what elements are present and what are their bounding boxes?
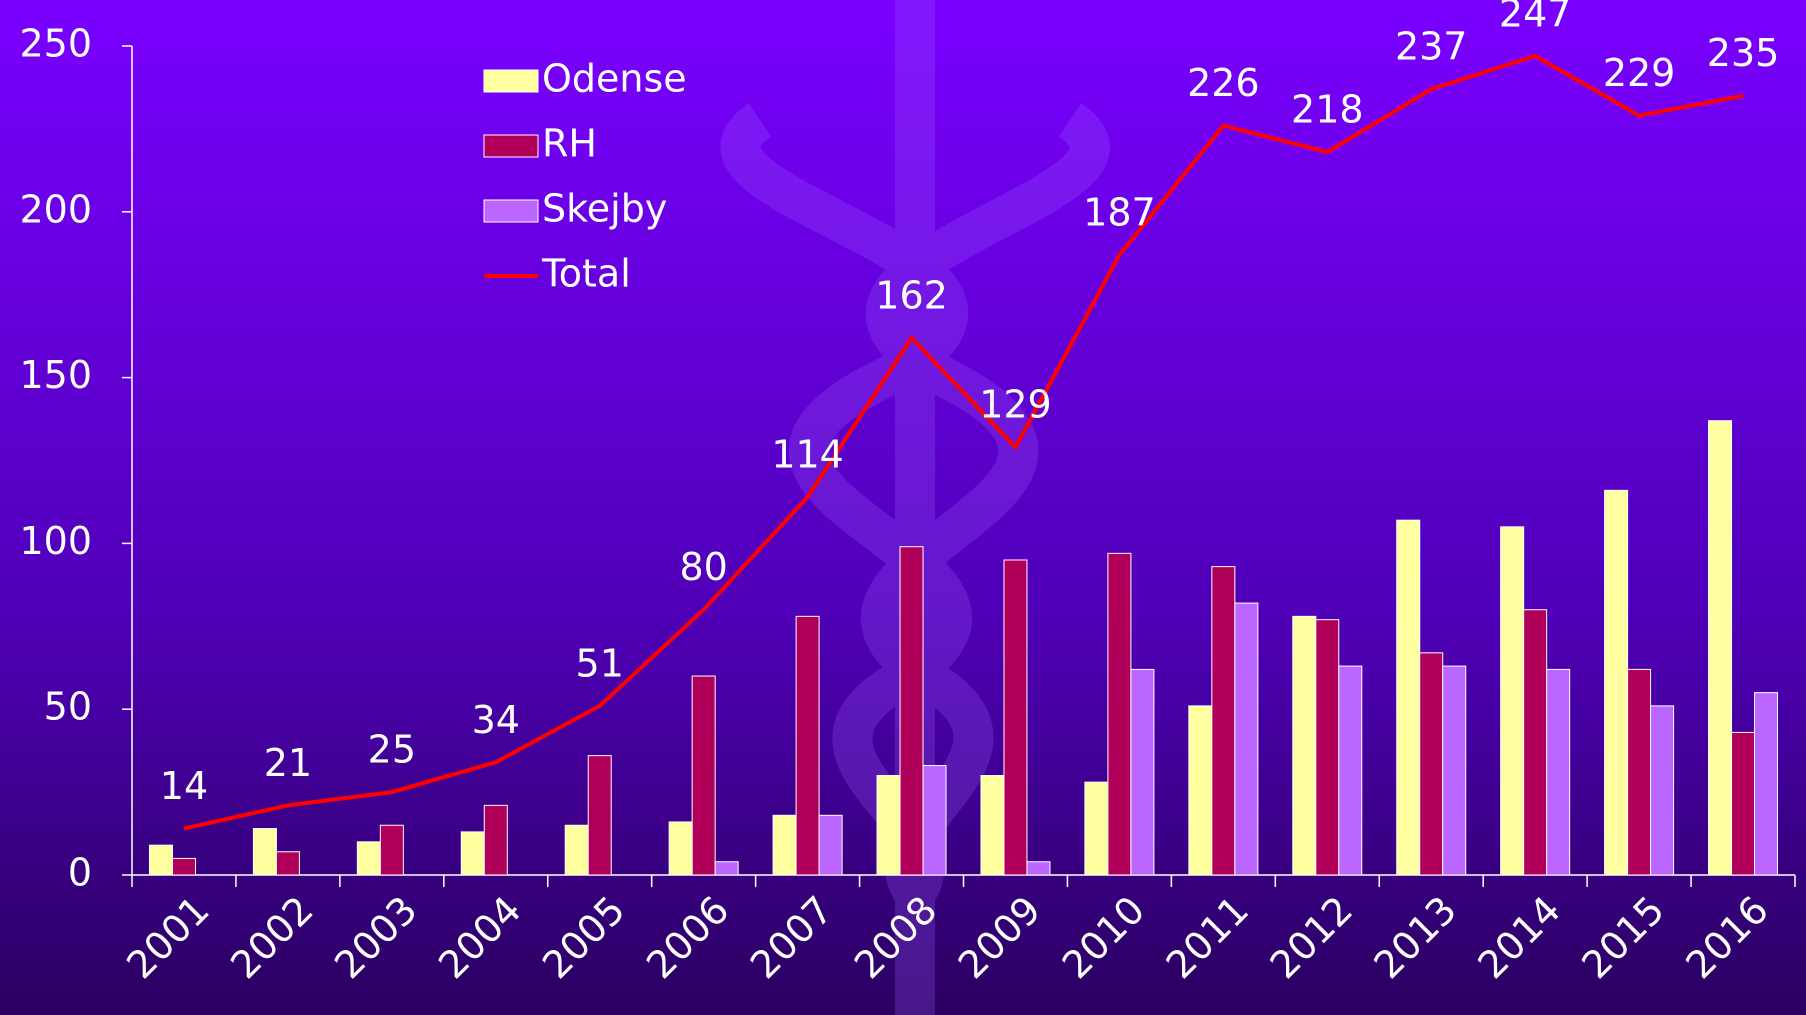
legend-label: RH (542, 122, 597, 166)
bar (172, 858, 195, 875)
data-label: 235 (1707, 31, 1780, 75)
bar (1212, 567, 1235, 875)
page: {"chart_data": {"type": "bar-line", "cat… (0, 0, 1806, 1015)
legend-label: Odense (542, 57, 687, 101)
data-label: 218 (1291, 88, 1364, 132)
bar (1524, 610, 1547, 875)
bar (773, 815, 796, 875)
bar (1004, 560, 1027, 875)
bar (1732, 732, 1755, 875)
legend-swatch (484, 135, 538, 157)
chart: OdenseRHSkejbyTotal 05010015020025020012… (0, 0, 1806, 1015)
bar (357, 842, 380, 875)
bar (149, 845, 172, 875)
legend-swatch (484, 200, 538, 222)
data-label: 14 (160, 764, 208, 808)
bar (276, 852, 299, 875)
data-label: 34 (472, 698, 520, 742)
data-label: 80 (679, 545, 727, 589)
data-label: 247 (1499, 0, 1572, 35)
bar (669, 822, 692, 875)
bar (1397, 520, 1420, 875)
bar (1027, 862, 1050, 875)
y-tick-label: 250 (19, 22, 92, 66)
bar (1316, 620, 1339, 875)
data-label: 162 (875, 273, 948, 317)
legend-label: Skejby (542, 187, 667, 231)
bar (900, 547, 923, 875)
bar (923, 766, 946, 875)
bar (1131, 669, 1154, 875)
bar (877, 776, 900, 875)
bar (1628, 669, 1651, 875)
bar (981, 776, 1004, 875)
data-label: 114 (771, 432, 844, 476)
data-label: 51 (576, 641, 624, 685)
data-label: 237 (1395, 25, 1468, 69)
bar (1420, 653, 1443, 875)
data-label: 129 (979, 383, 1052, 427)
data-label: 226 (1187, 61, 1260, 105)
bar (692, 676, 715, 875)
bar (1189, 706, 1212, 875)
bar (1085, 782, 1108, 875)
legend-label: Total (541, 252, 631, 296)
bar (1709, 421, 1732, 875)
bar (253, 829, 276, 875)
y-tick-label: 200 (19, 187, 92, 231)
bar (1293, 616, 1316, 875)
bar (1605, 490, 1628, 875)
data-label: 21 (264, 741, 312, 785)
bar (796, 616, 819, 875)
data-label: 187 (1083, 190, 1156, 234)
bar (484, 805, 507, 875)
bar (1547, 669, 1570, 875)
y-tick-label: 0 (68, 851, 92, 895)
legend-swatch (484, 70, 538, 92)
bar (1339, 666, 1362, 875)
bar (1108, 553, 1131, 875)
bar (588, 756, 611, 875)
bar (1235, 603, 1258, 875)
y-tick-label: 150 (19, 353, 92, 397)
y-tick-label: 50 (44, 685, 92, 729)
bar (1755, 693, 1778, 875)
bar (1501, 527, 1524, 875)
bar (565, 825, 588, 875)
data-label: 25 (368, 728, 416, 772)
bar (1651, 706, 1674, 875)
data-label: 229 (1603, 51, 1676, 95)
bar (461, 832, 484, 875)
bar (380, 825, 403, 875)
bar (1443, 666, 1466, 875)
y-tick-label: 100 (19, 519, 92, 563)
bar (715, 862, 738, 875)
bar (819, 815, 842, 875)
